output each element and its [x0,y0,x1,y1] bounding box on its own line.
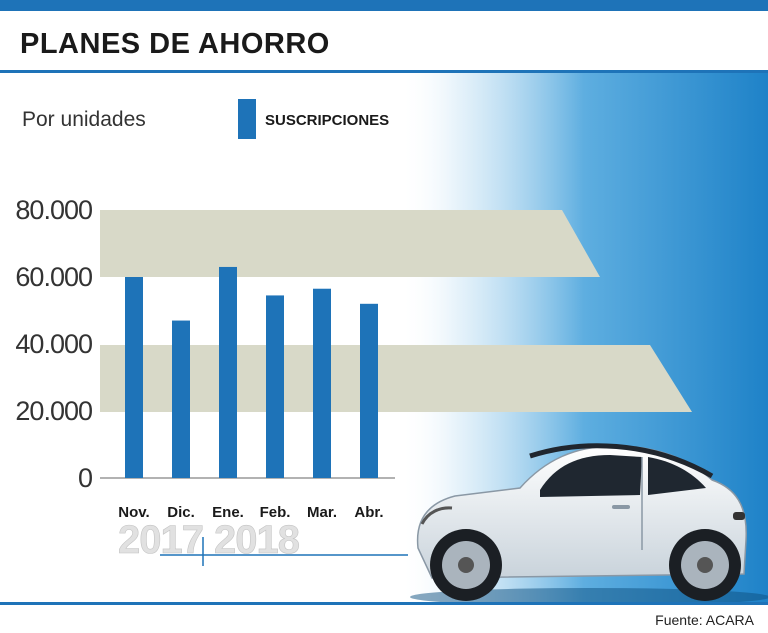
ytick-20000: 20.000 [15,396,92,426]
xtick-ene: Ene. [212,504,244,521]
top-stripe [0,0,768,11]
car-illustration [410,443,768,602]
bar-nov [125,277,143,478]
footer-divider [0,602,768,605]
chart-area: Por unidades SUSCRIPCIONES 0 20.000 40.000… [15,73,768,602]
bar-dic [172,320,190,478]
title-divider [0,70,768,73]
band-20000-40000 [100,345,692,412]
band-60000-80000 [100,210,600,277]
bar-abr [360,303,378,478]
bar-mar [313,288,331,478]
xtick-abr: Abr. [354,504,383,521]
bar-ene [219,266,237,478]
xtick-mar: Mar. [307,504,337,521]
legend-swatch [238,99,256,139]
source-note: Fuente: ACARA [655,612,754,628]
xtick-dic: Dic. [167,504,195,521]
xtick-feb: Feb. [260,504,291,521]
ytick-80000: 80.000 [15,195,92,225]
ytick-60000: 60.000 [15,262,92,292]
ytick-40000: 40.000 [15,329,92,359]
chart-subtitle: Por unidades [22,108,146,131]
legend-label: SUSCRIPCIONES [265,112,389,129]
page-title: PLANES DE AHORRO [20,28,330,60]
ytick-0: 0 [78,463,92,493]
bar-feb [266,295,284,478]
xtick-nov: Nov. [118,504,149,521]
